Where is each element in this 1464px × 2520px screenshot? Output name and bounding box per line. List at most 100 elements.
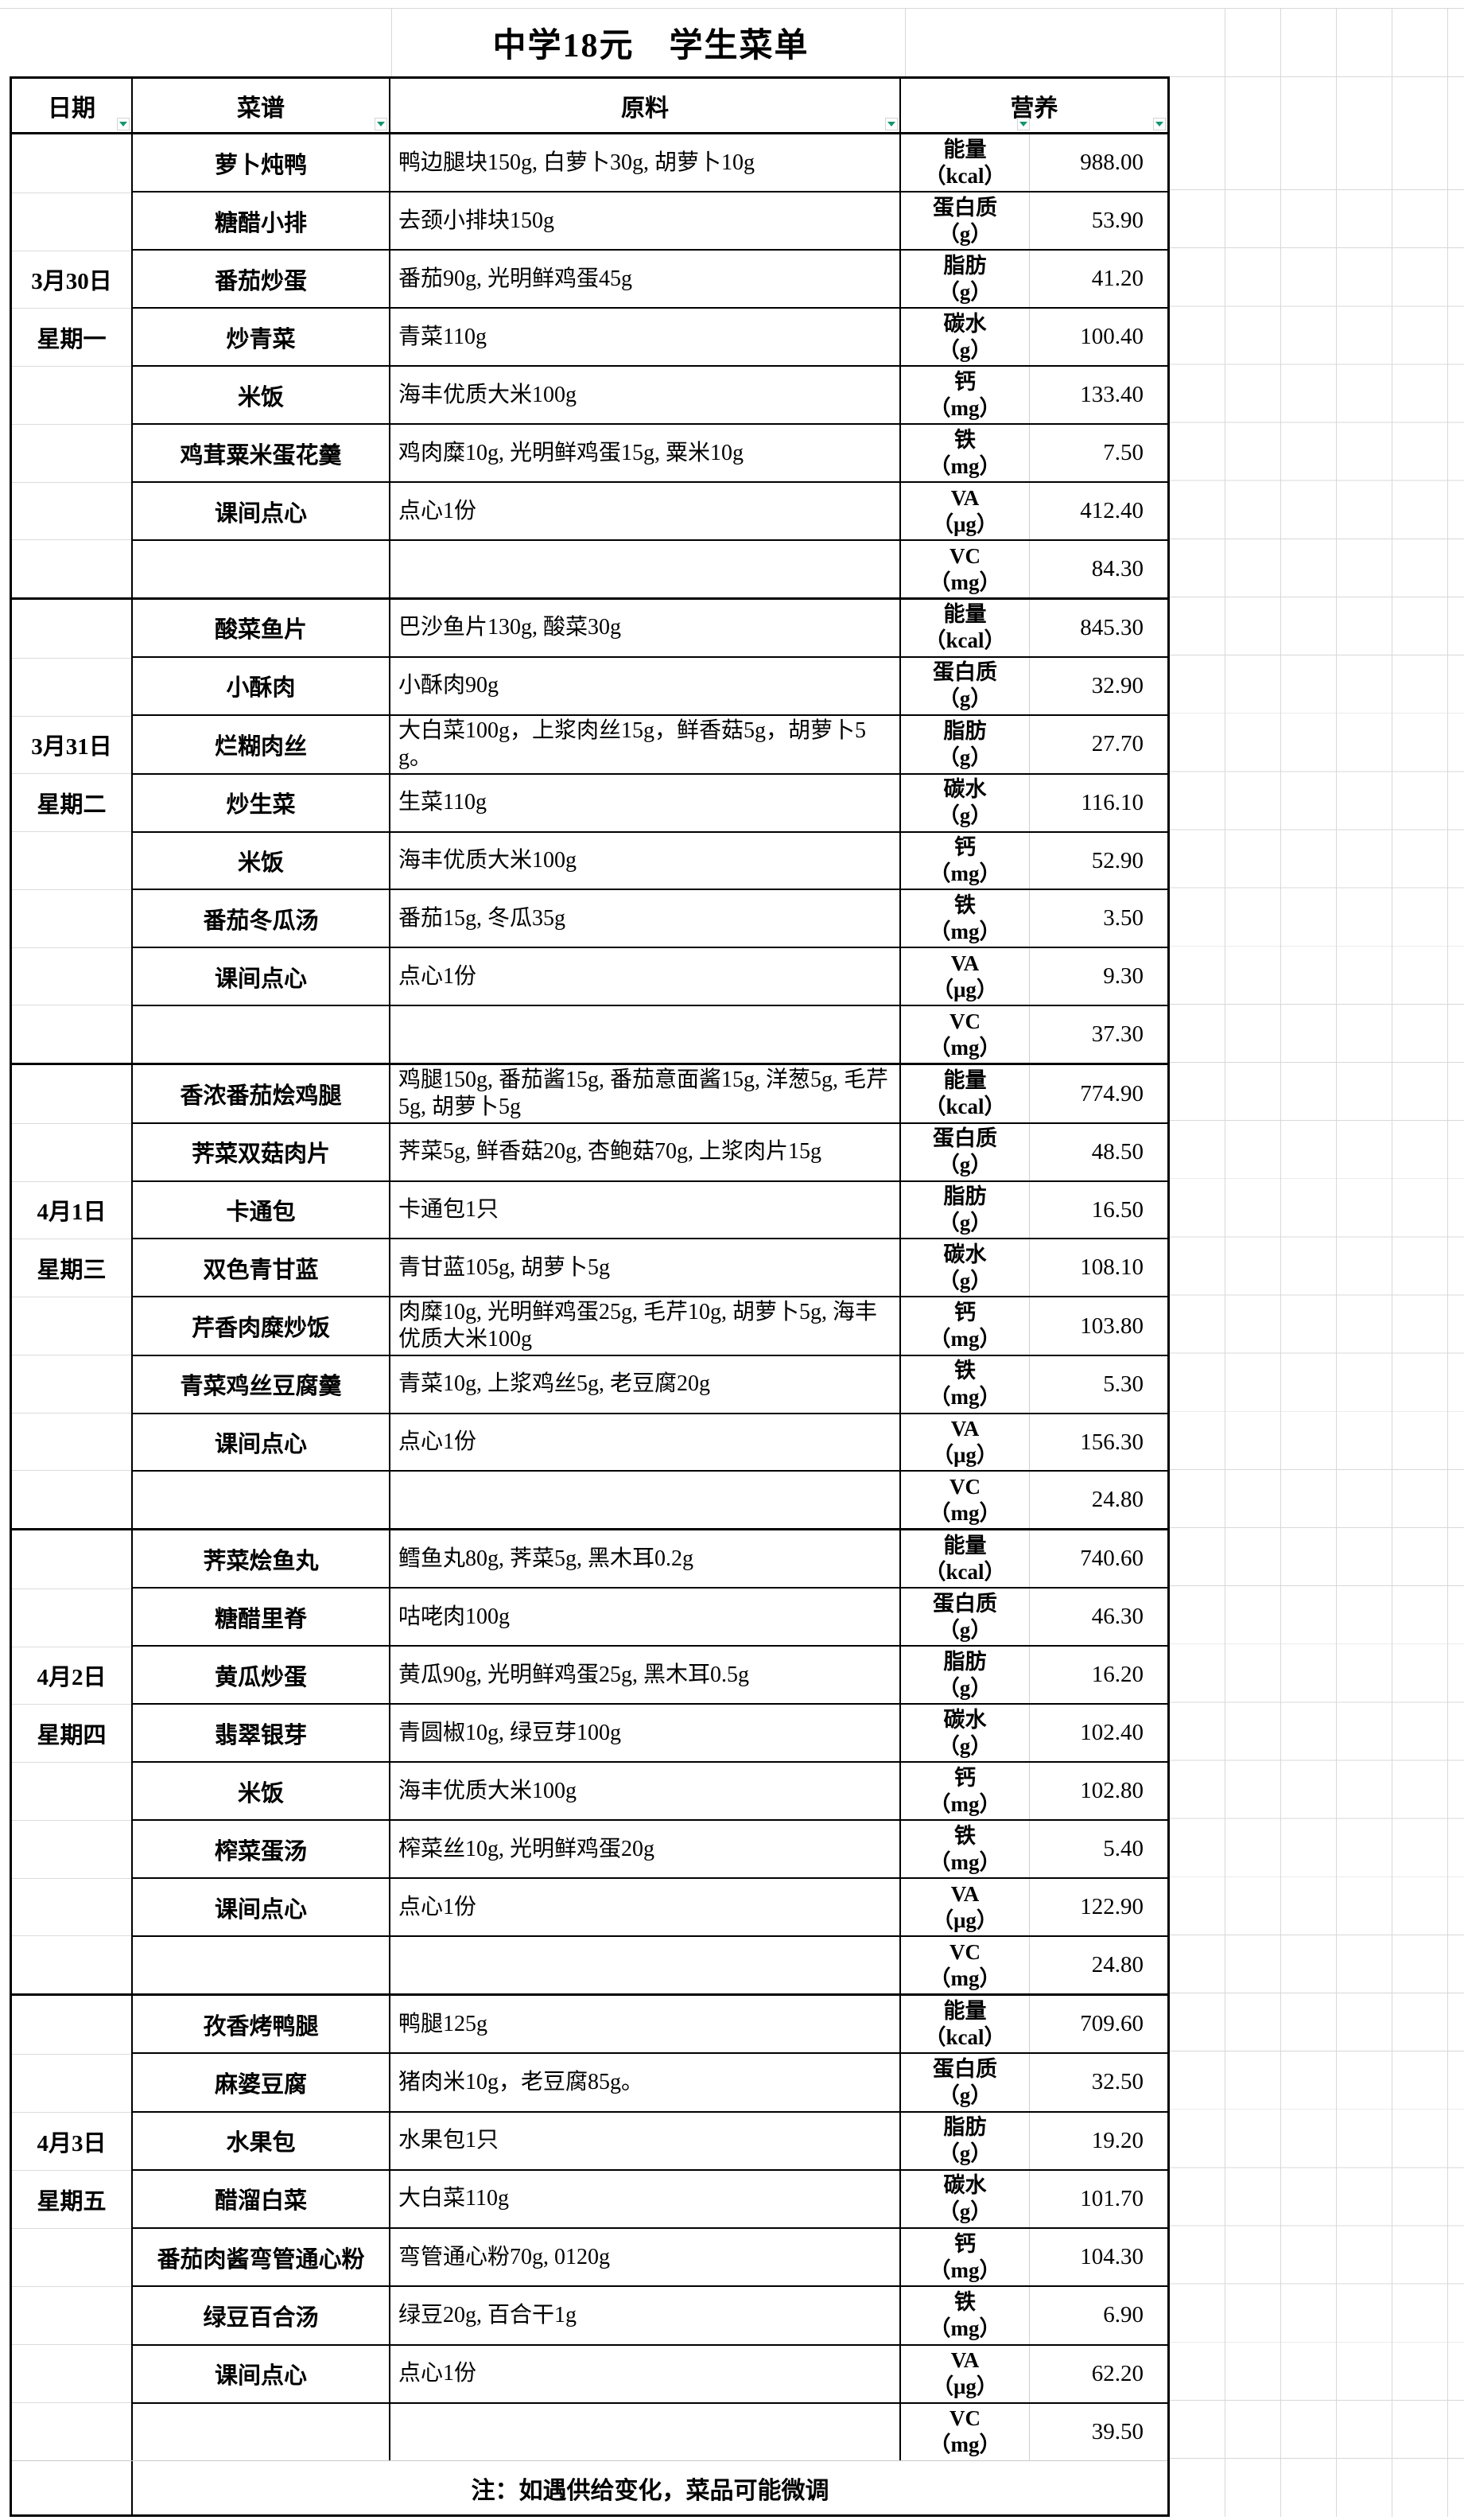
nutrient-label-cell: 脂肪 （g） xyxy=(901,2112,1030,2169)
nutrient-label-cell: VA （μg） xyxy=(901,1414,1030,1471)
date-cell-gridline xyxy=(12,831,131,832)
date-cell-gridline xyxy=(12,1180,131,1182)
nutrient-name: 碳水 xyxy=(943,311,987,336)
header-date-label: 日期 xyxy=(48,95,95,122)
ingredients-cell: 鸭腿125g xyxy=(390,1996,901,2053)
nutrient-unit: （mg） xyxy=(929,861,1001,885)
nutrient-name: 能量 xyxy=(943,602,987,627)
ingredients-cell: 肉糜10g, 光明鲜鸡蛋25g, 毛芹10g, 胡萝卜5g, 海丰优质大米100… xyxy=(390,1297,901,1355)
table-row: VC （mg） 37.30 xyxy=(133,1006,1167,1064)
ingredients-cell: 青甘蓝105g, 胡萝卜5g xyxy=(390,1239,901,1297)
table-row: VC （mg） 24.80 xyxy=(133,1937,1167,1993)
menu-cell: 绿豆百合汤 xyxy=(133,2287,390,2344)
ingredients-cell: 点心1份 xyxy=(390,2345,901,2402)
filter-button-menu[interactable] xyxy=(375,118,387,130)
date-text: 4月1日星期三 xyxy=(12,1181,131,1297)
menu-cell: 课间点心 xyxy=(133,948,390,1005)
nutrient-value-cell: 108.10 xyxy=(1080,1254,1144,1281)
weekday-label: 星期五 xyxy=(37,2188,107,2215)
nutrient-name: VC xyxy=(949,1939,981,1964)
nutrient-unit: （g） xyxy=(938,2082,992,2107)
table-row: 米饭 海丰优质大米100g 钙（mg） 133.40 xyxy=(133,367,1167,425)
day-rows: 孜香烤鸭腿 鸭腿125g 能量 （kcal） 709.60 麻婆豆腐 猪肉米10g，老豆腐8… xyxy=(133,1996,1167,2460)
filter-button-nutrient-value[interactable] xyxy=(1153,118,1166,130)
ingredients-cell: 黄瓜90g, 光明鲜鸡蛋25g, 黑木耳0.5g xyxy=(390,1647,901,1703)
nutrient-value-cell: 5.30 xyxy=(1103,1371,1144,1397)
table-row: 烂糊肉丝 大白菜100g，上浆肉丝15g，鲜香菇5g，胡萝卜5g。 脂肪 （g） 27.… xyxy=(133,715,1167,775)
nutrient-unit: （mg） xyxy=(929,1849,1001,1874)
nutrient-value-cell: 100.40 xyxy=(1080,324,1144,349)
top-gridline xyxy=(0,8,1464,9)
nutrient-value-cell: 46.30 xyxy=(1091,1604,1144,1629)
nutrient-label-cell: VA （μg） xyxy=(901,483,1030,539)
nutrient-value-cell: 412.40 xyxy=(1080,498,1144,523)
nutrient-label-cell: 碳水 （g） xyxy=(901,1705,1030,1761)
nutrient-unit: （g） xyxy=(938,1268,992,1293)
nutrient-label-cell: VC （mg） xyxy=(901,1472,1030,1529)
header-ingredients-label: 原料 xyxy=(621,95,669,122)
nutrient-value-cell: 24.80 xyxy=(1091,1952,1144,1978)
table-row: 香浓番茄烩鸡腿 鸡腿150g, 番茄酱15g, 番茄意面酱15g, 洋葱5g, 毛… xyxy=(133,1065,1167,1124)
date-label: 4月3日 xyxy=(37,2130,107,2156)
ingredients-cell: 点心1份 xyxy=(390,1414,901,1471)
ingredients-cell: 点心1份 xyxy=(390,1879,901,1935)
nutrient-unit: （μg） xyxy=(932,2374,998,2399)
nutrient-name: VA xyxy=(950,485,980,510)
nutrient-value-cell: 24.80 xyxy=(1091,1487,1144,1513)
ingredients-cell: 青菜110g xyxy=(390,309,901,365)
nutrient-label-cell: 铁（mg） xyxy=(901,1821,1030,1877)
nutrient-label-cell: 脂肪 （g） xyxy=(901,715,1030,773)
nutrient-value-cell: 845.30 xyxy=(1080,614,1144,640)
date-text: 3月31日 星期二 xyxy=(12,716,131,832)
table-row: 番茄肉酱弯管通心粉 弯管通心粉70g, 0120g 钙（mg） 104.30 xyxy=(133,2229,1167,2288)
menu-cell: 麻婆豆腐 xyxy=(133,2054,390,2111)
date-cell-gridline xyxy=(12,366,131,367)
nutrient-name: 铁 xyxy=(954,427,976,452)
table-row: 麻婆豆腐 猪肉米10g，老豆腐85g。 蛋白质 （g） 32.50 xyxy=(133,2054,1167,2113)
menu-cell: 翡翠银芽 xyxy=(133,1705,390,1761)
filter-button-date[interactable] xyxy=(117,118,130,130)
filter-arrow-icon xyxy=(887,122,895,126)
table-header-row: 日期 菜谱 原料 营养 xyxy=(12,79,1167,134)
title-gridline-v1 xyxy=(391,8,392,76)
nutrient-label-cell: VC （mg） xyxy=(901,541,1030,597)
nutrient-value-cell: 16.50 xyxy=(1091,1196,1144,1223)
nutrient-name: VC xyxy=(949,2406,981,2431)
nutrient-label-cell: 钙（mg） xyxy=(901,1297,1030,1355)
nutrient-label-cell: VC （mg） xyxy=(901,1006,1030,1064)
ingredients-cell: 番茄15g, 冬瓜35g xyxy=(390,890,901,947)
table-row: 萝卜炖鸭 鸭边腿块150g, 白萝卜30g, 胡萝卜10g 能量 （kcal） 988.… xyxy=(133,134,1167,192)
nutrient-unit: （g） xyxy=(938,279,992,304)
nutrient-label-cell: 蛋白质 （g） xyxy=(901,2054,1030,2111)
nutrient-unit: （kcal） xyxy=(924,163,1006,188)
date-cell-gridline xyxy=(12,423,131,425)
nutrient-name: 碳水 xyxy=(943,777,987,802)
ingredients-cell xyxy=(390,1937,901,1993)
date-cell-gridline xyxy=(12,947,131,948)
nutrient-label-cell: 蛋白质 （g） xyxy=(901,1124,1030,1180)
ingredients-cell: 鸭边腿块150g, 白萝卜30g, 胡萝卜10g xyxy=(390,134,901,191)
table-row: 水果包 水果包1只 脂肪 （g） 19.20 xyxy=(133,2112,1167,2171)
ingredients-cell: 海丰优质大米100g xyxy=(390,832,901,889)
day-block: 3月30日 星期一 萝卜炖鸭 鸭边腿块150g, 白萝卜30g, 胡萝卜10g 能量 （k… xyxy=(12,134,1167,600)
nutrient-value-cell: 133.40 xyxy=(1080,382,1144,407)
ingredients-cell: 番茄90g, 光明鲜鸡蛋45g xyxy=(390,251,901,307)
date-cell-gridline xyxy=(12,2112,131,2113)
filter-button-ingredients[interactable] xyxy=(885,118,898,130)
weekday-label: 星期三 xyxy=(37,1257,107,1283)
nutrient-value-cell: 53.90 xyxy=(1091,208,1144,233)
nutrient-unit: （mg） xyxy=(929,2258,1001,2282)
nutrient-label-cell: 蛋白质 （g） xyxy=(901,657,1030,714)
ingredients-cell xyxy=(390,1472,901,1529)
filter-button-nutrient-name[interactable] xyxy=(1017,118,1030,130)
date-label: 4月1日 xyxy=(37,1199,107,1225)
menu-cell xyxy=(133,1937,390,1993)
menu-cell xyxy=(133,1006,390,1064)
nutrient-name: VA xyxy=(950,951,980,975)
ingredients-cell: 绿豆20g, 百合干1g xyxy=(390,2287,901,2344)
table-row: 糖醋小排 去颈小排块150g 蛋白质 （g） 53.90 xyxy=(133,192,1167,251)
ingredients-cell xyxy=(390,541,901,597)
date-cell-gridline xyxy=(12,2344,131,2345)
nutrient-unit: （μg） xyxy=(932,977,998,1001)
ingredients-cell: 鸡腿150g, 番茄酱15g, 番茄意面酱15g, 洋葱5g, 毛芹5g, 胡萝… xyxy=(390,1065,901,1122)
